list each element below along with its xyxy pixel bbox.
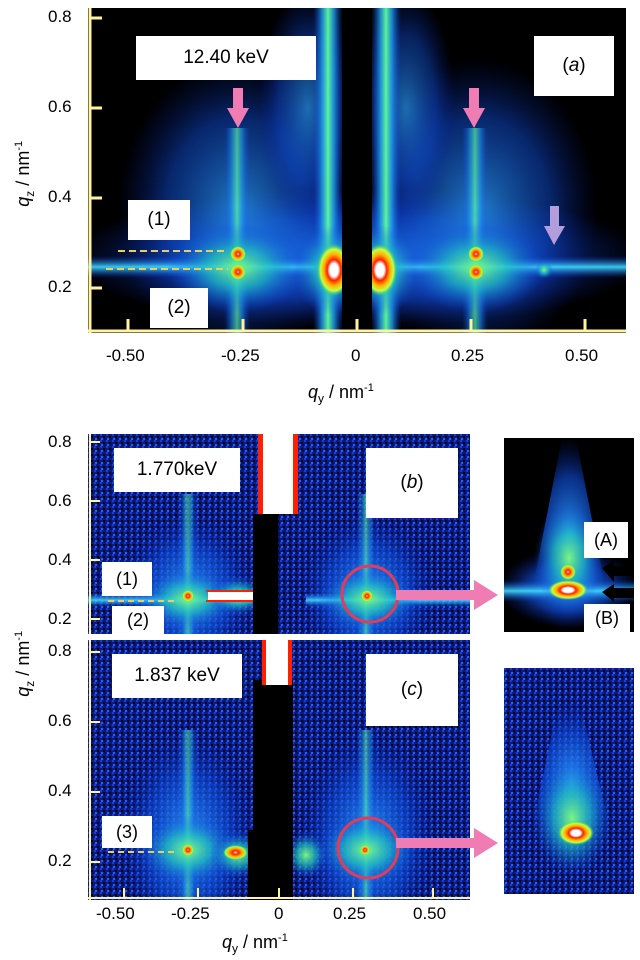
xlabel-a: qy / nm-1	[308, 382, 374, 406]
unit-text: / nm	[13, 640, 34, 676]
ytick-b-0.2: 0.2	[48, 609, 72, 628]
qz-sub: z	[22, 680, 37, 687]
panel-b-plot: 1.770keV (b) (1) (2)	[88, 434, 470, 634]
qy-symbol: q	[222, 932, 233, 952]
ytick-a-0.2: 0.2	[48, 277, 72, 296]
ytick-c-0.2: 0.2	[48, 851, 72, 870]
unit-sup: -1	[13, 630, 26, 641]
ytick-b-0.6: 0.6	[48, 491, 72, 510]
energy-text: 1.837 keV	[134, 665, 220, 686]
ytick-c-0.4: 0.4	[48, 781, 72, 800]
panel-label-b: (b)	[366, 448, 458, 518]
arrow-pink-right	[463, 88, 485, 128]
qz-symbol: q	[13, 686, 34, 697]
qy-sub: y	[232, 941, 239, 956]
annotation-text: (2)	[167, 297, 191, 318]
annotation-text: (1)	[147, 209, 171, 230]
energy-label-c: 1.837 keV	[112, 654, 242, 698]
panel-label-c: (c)	[366, 654, 458, 726]
panel-letter: a	[568, 55, 580, 76]
ylabel-bc: qz / nm-1	[13, 609, 37, 719]
xtick-c--0.50: -0.50	[96, 904, 135, 923]
xtick-a-0.25: 0.25	[451, 346, 485, 365]
inset-label-text: (B)	[595, 607, 619, 628]
qy-sub: y	[318, 391, 325, 406]
xtick-a-0: 0	[351, 346, 361, 365]
xtick-a-0.50: 0.50	[565, 346, 599, 365]
ytick-c-0.8: 0.8	[48, 641, 72, 660]
xtick-c-0.50: 0.50	[413, 904, 447, 923]
unit-text: / nm	[13, 150, 34, 186]
peak	[230, 264, 246, 280]
annotation-text: (1)	[116, 568, 138, 589]
arrow-pink-left	[227, 88, 249, 128]
inset-label-a: (A)	[584, 522, 628, 558]
energy-text: 1.770keV	[136, 459, 218, 480]
panel-letter: b	[406, 472, 418, 493]
ylabel-a: qz / nm-1	[13, 119, 37, 229]
unit-sup: -1	[278, 932, 288, 944]
ytick-b-0.8: 0.8	[48, 432, 72, 451]
panel-letter: c	[407, 679, 417, 700]
inset-c-heatmap	[504, 668, 634, 894]
energy-text: 12.40 keV	[183, 47, 269, 68]
xtick-c--0.25: -0.25	[171, 904, 210, 923]
xlabel-c: qy / nm-1	[222, 932, 288, 956]
ytick-a-0.8: 0.8	[48, 7, 72, 26]
annotation-2-b: (2)	[112, 606, 164, 634]
inset-b: (A) (B)	[504, 438, 634, 632]
panel-a-plot: 12.40 keV (a) (1) (2)	[88, 8, 626, 333]
highlight-circle-c	[336, 816, 400, 880]
unit-text: / nm	[243, 932, 279, 952]
peak	[468, 264, 484, 280]
energy-label-a: 12.40 keV	[136, 36, 316, 80]
energy-label-b: 1.770keV	[114, 448, 240, 492]
annotation-3-c: (3)	[102, 816, 152, 848]
ytick-a-0.6: 0.6	[48, 97, 72, 116]
unit-sup: -1	[13, 140, 26, 151]
arrow-purple	[544, 206, 565, 245]
qy-symbol: q	[308, 382, 319, 402]
unit-sup: -1	[364, 382, 374, 394]
qz-symbol: q	[13, 196, 34, 207]
arrow-a	[602, 560, 634, 582]
xtick-a--0.50: -0.50	[106, 346, 145, 365]
ytick-b-0.4: 0.4	[48, 550, 72, 569]
qz-sub: z	[22, 190, 37, 197]
xtick-c-0.25: 0.25	[333, 904, 367, 923]
inset-c	[504, 668, 634, 894]
arrow-b	[602, 584, 634, 602]
annotation-text: (3)	[116, 821, 138, 842]
panel-label-a: (a)	[534, 36, 614, 96]
inset-label-b: (B)	[584, 604, 630, 632]
ytick-c-0.6: 0.6	[48, 711, 72, 730]
annotation-1-b: (1)	[102, 562, 152, 596]
ytick-a-0.4: 0.4	[48, 187, 72, 206]
annotation-text: (2)	[127, 609, 149, 630]
xtick-a--0.25: -0.25	[221, 346, 260, 365]
annotation-1-a: (1)	[128, 200, 190, 240]
peak	[468, 246, 484, 262]
annotation-2-a: (2)	[150, 288, 208, 328]
peak	[230, 246, 246, 262]
peak	[535, 261, 553, 279]
inset-label-text: (A)	[594, 529, 618, 550]
xtick-c-0: 0	[274, 904, 284, 923]
unit-text: / nm	[329, 382, 365, 402]
panel-c-plot: 1.837 keV (c) (3)	[88, 640, 470, 900]
